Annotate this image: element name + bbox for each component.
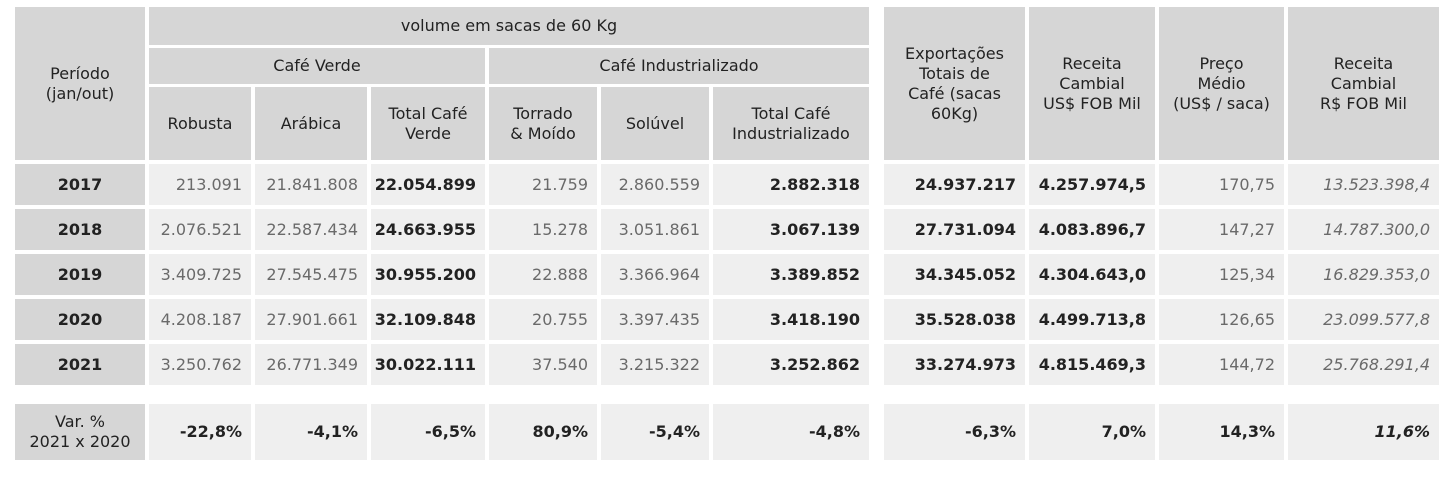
cell-torrado: 20.755	[489, 299, 597, 340]
row-year: 2020	[15, 299, 145, 340]
cell-receita-usd: 4.083.896,7	[1029, 209, 1155, 250]
variation-preco: 14,3%	[1159, 404, 1284, 460]
cell-exportacoes: 35.528.038	[884, 299, 1025, 340]
variation-receita-usd: 7,0%	[1029, 404, 1155, 460]
header-cafe-verde: Café Verde	[149, 48, 485, 84]
cell-arabica: 27.545.475	[255, 254, 367, 295]
cell-arabica: 22.587.434	[255, 209, 367, 250]
cell-total-verde: 30.955.200	[371, 254, 485, 295]
header-receita-brl: Receita Cambial R$ FOB Mil	[1288, 7, 1439, 160]
cell-torrado: 15.278	[489, 209, 597, 250]
cell-arabica: 21.841.808	[255, 164, 367, 205]
cell-robusta: 4.208.187	[149, 299, 251, 340]
cell-soluvel: 2.860.559	[601, 164, 709, 205]
cell-torrado: 21.759	[489, 164, 597, 205]
cell-receita-usd: 4.815.469,3	[1029, 344, 1155, 385]
row-year: 2021	[15, 344, 145, 385]
cell-exportacoes: 34.345.052	[884, 254, 1025, 295]
variation-torrado: 80,9%	[489, 404, 597, 460]
variation-total-ind: -4,8%	[713, 404, 869, 460]
cell-total-verde: 32.109.848	[371, 299, 485, 340]
cell-total-ind: 3.067.139	[713, 209, 869, 250]
header-preco-medio: Preço Médio (US$ / saca)	[1159, 7, 1284, 160]
cell-receita-brl: 13.523.398,4	[1288, 164, 1439, 205]
cell-exportacoes: 33.274.973	[884, 344, 1025, 385]
cell-receita-brl: 23.099.577,8	[1288, 299, 1439, 340]
cell-soluvel: 3.051.861	[601, 209, 709, 250]
header-periodo: Período (jan/out)	[15, 7, 145, 160]
cell-preco: 144,72	[1159, 344, 1284, 385]
header-volume: volume em sacas de 60 Kg	[149, 7, 869, 45]
cell-receita-usd: 4.499.713,8	[1029, 299, 1155, 340]
cell-robusta: 3.250.762	[149, 344, 251, 385]
variation-receita-brl: 11,6%	[1288, 404, 1439, 460]
cell-soluvel: 3.215.322	[601, 344, 709, 385]
cell-robusta: 3.409.725	[149, 254, 251, 295]
cell-receita-brl: 16.829.353,0	[1288, 254, 1439, 295]
cell-preco: 147,27	[1159, 209, 1284, 250]
cell-soluvel: 3.397.435	[601, 299, 709, 340]
cell-preco: 126,65	[1159, 299, 1284, 340]
row-year: 2017	[15, 164, 145, 205]
header-torrado: Torrado & Moído	[489, 87, 597, 160]
header-soluvel: Solúvel	[601, 87, 709, 160]
cell-preco: 125,34	[1159, 254, 1284, 295]
header-exportacoes: Exportações Totais de Café (sacas 60Kg)	[884, 7, 1025, 160]
row-year: 2019	[15, 254, 145, 295]
header-receita-usd: Receita Cambial US$ FOB Mil	[1029, 7, 1155, 160]
cell-receita-usd: 4.257.974,5	[1029, 164, 1155, 205]
cell-total-ind: 3.252.862	[713, 344, 869, 385]
cell-receita-brl: 25.768.291,4	[1288, 344, 1439, 385]
cell-total-verde: 22.054.899	[371, 164, 485, 205]
header-total-verde: Total Café Verde	[371, 87, 485, 160]
variation-soluvel: -5,4%	[601, 404, 709, 460]
header-arabica: Arábica	[255, 87, 367, 160]
variation-label: Var. % 2021 x 2020	[15, 404, 145, 460]
cell-receita-brl: 14.787.300,0	[1288, 209, 1439, 250]
row-year: 2018	[15, 209, 145, 250]
cell-total-verde: 24.663.955	[371, 209, 485, 250]
cell-total-ind: 3.418.190	[713, 299, 869, 340]
cell-torrado: 22.888	[489, 254, 597, 295]
cell-soluvel: 3.366.964	[601, 254, 709, 295]
variation-total-verde: -6,5%	[371, 404, 485, 460]
header-robusta: Robusta	[149, 87, 251, 160]
cell-receita-usd: 4.304.643,0	[1029, 254, 1155, 295]
cell-arabica: 27.901.661	[255, 299, 367, 340]
header-cafe-industrializado: Café Industrializado	[489, 48, 869, 84]
cell-preco: 170,75	[1159, 164, 1284, 205]
cell-total-ind: 3.389.852	[713, 254, 869, 295]
variation-exportacoes: -6,3%	[884, 404, 1025, 460]
cell-robusta: 213.091	[149, 164, 251, 205]
cell-exportacoes: 27.731.094	[884, 209, 1025, 250]
variation-robusta: -22,8%	[149, 404, 251, 460]
cell-arabica: 26.771.349	[255, 344, 367, 385]
header-total-industrializado: Total Café Industrializado	[713, 87, 869, 160]
cell-exportacoes: 24.937.217	[884, 164, 1025, 205]
variation-arabica: -4,1%	[255, 404, 367, 460]
cell-total-ind: 2.882.318	[713, 164, 869, 205]
cell-torrado: 37.540	[489, 344, 597, 385]
cell-robusta: 2.076.521	[149, 209, 251, 250]
cell-total-verde: 30.022.111	[371, 344, 485, 385]
